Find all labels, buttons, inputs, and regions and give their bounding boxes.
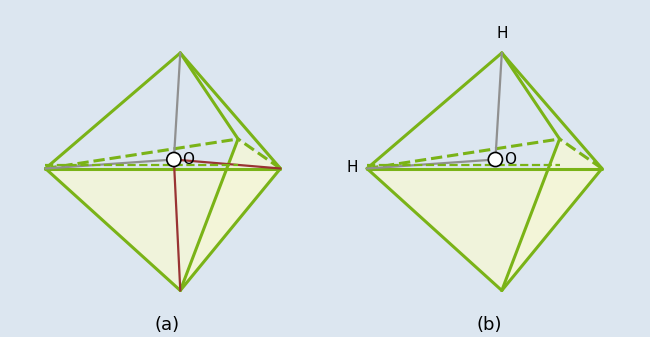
Polygon shape <box>502 139 602 290</box>
Text: O: O <box>182 152 194 167</box>
Circle shape <box>167 152 181 166</box>
Text: H: H <box>346 160 358 175</box>
Polygon shape <box>46 168 280 290</box>
Text: (b): (b) <box>476 316 502 334</box>
Polygon shape <box>367 168 602 290</box>
Text: (a): (a) <box>155 316 180 334</box>
Text: O: O <box>504 152 515 167</box>
Circle shape <box>488 152 502 166</box>
Polygon shape <box>180 139 280 290</box>
Text: H: H <box>496 26 508 41</box>
